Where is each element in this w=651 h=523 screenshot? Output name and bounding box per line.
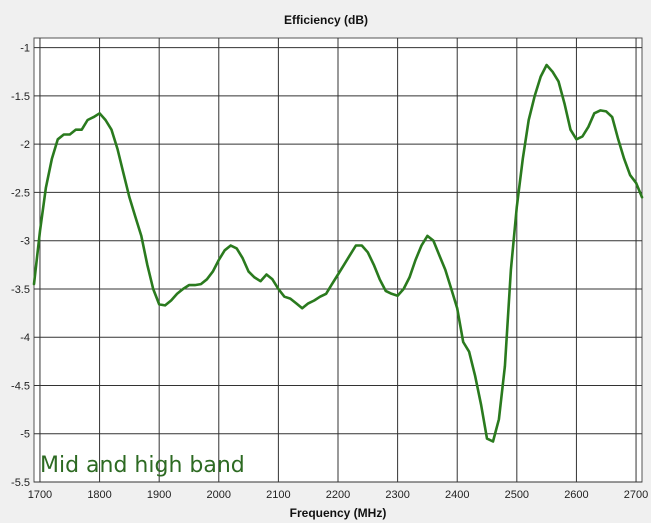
series-line-efficiency [32, 63, 644, 443]
x-axis-title: Frequency (MHz) [290, 506, 387, 520]
x-tick-label: 2700 [624, 489, 648, 501]
y-tick-labels: -1 -1.5 -2 -2.5 -3 -3.5 -4 -4.5 -5 -5.5 [11, 43, 30, 489]
x-tick-label: 1700 [28, 489, 52, 501]
x-tick-label: 2400 [445, 489, 469, 501]
y-tick-label: -5 [20, 429, 30, 441]
x-tick-labels: 1700 1800 1900 2000 2100 2200 2300 2400 2500 2600… [28, 489, 649, 501]
x-tick-label: 2200 [326, 489, 350, 501]
y-tick-label: -3 [20, 236, 30, 248]
y-tick-label: -3.5 [11, 284, 30, 296]
y-tick-label: -2 [20, 139, 30, 151]
x-tick-label: 1800 [87, 489, 111, 501]
y-tick-label: -2.5 [11, 187, 30, 199]
x-tick-label: 2600 [564, 489, 588, 501]
x-tick-label: 2000 [207, 489, 231, 501]
grid-lines [34, 38, 642, 483]
band-annotation: Mid and high band [40, 453, 245, 478]
y-tick-label: -4.5 [11, 380, 30, 392]
x-tick-label: 2500 [505, 489, 529, 501]
y-tick-label: -1 [20, 43, 30, 55]
y-tick-label: -4 [20, 332, 30, 344]
y-tick-label: -1.5 [11, 91, 30, 103]
x-tick-label: 1900 [147, 489, 171, 501]
x-tick-label: 2100 [266, 489, 290, 501]
chart-title: Efficiency (dB) [284, 13, 368, 27]
y-tick-label: -5.5 [11, 477, 30, 489]
x-tick-label: 2300 [385, 489, 409, 501]
